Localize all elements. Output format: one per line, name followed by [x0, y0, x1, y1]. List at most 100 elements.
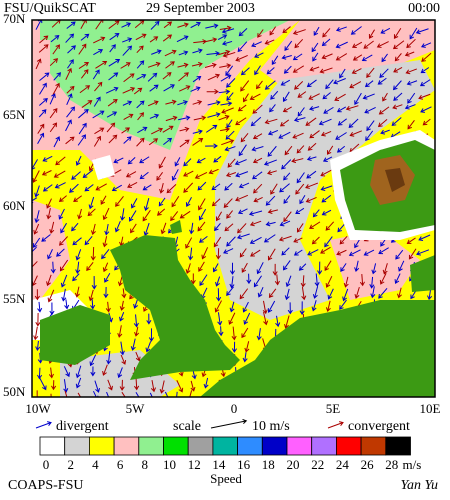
wind-arrow: [64, 299, 70, 310]
wind-arrow: [53, 136, 61, 148]
wind-arrow: [218, 89, 231, 95]
wind-arrow: [215, 276, 221, 287]
wind-arrow: [396, 287, 402, 299]
lon-label: 0: [231, 401, 238, 416]
wind-arrow: [171, 169, 179, 181]
wind-arrow: [368, 29, 375, 39]
wind-arrow: [183, 158, 192, 167]
great-britain: [110, 235, 240, 380]
wind-arrow: [32, 261, 38, 270]
wind-arrow: [266, 67, 275, 75]
wind-arrow: [185, 237, 193, 249]
wind-arrow: [90, 366, 96, 377]
wind-arrow: [151, 49, 162, 55]
wind-arrow: [317, 261, 323, 275]
wind-arrow: [125, 171, 137, 178]
wind-arrow: [416, 249, 430, 256]
wind-arrow: [393, 67, 403, 73]
wind-arrow: [251, 146, 264, 152]
wind-arrow: [291, 158, 304, 164]
wind-arrow: [241, 262, 248, 273]
wind-arrow: [223, 198, 233, 208]
wind-arrow: [294, 38, 304, 49]
colorbar-box: [286, 436, 313, 456]
wind-arrow: [156, 171, 164, 181]
wind-arrow: [342, 288, 349, 302]
wind-arrow: [339, 299, 347, 310]
wind-arrow: [270, 183, 278, 195]
wind-arrow: [226, 119, 233, 129]
wind-arrow: [409, 27, 418, 40]
wind-arrow: [343, 276, 349, 288]
wind-arrow: [198, 198, 206, 211]
wind-arrow: [207, 112, 221, 118]
wind-arrow: [297, 107, 305, 117]
wind-arrow: [192, 48, 203, 54]
wind-arrow: [256, 80, 263, 90]
wind-arrow: [38, 109, 47, 118]
wind-arrow: [337, 118, 347, 126]
wind-arrow: [53, 170, 66, 178]
wind-arrow: [264, 80, 276, 90]
wind-arrow: [108, 134, 118, 144]
wind-arrow: [129, 210, 137, 222]
wind-arrow: [298, 263, 307, 271]
wind-arrow: [320, 185, 333, 192]
wind-arrow: [264, 39, 275, 45]
wind-arrow: [382, 92, 388, 102]
wind-arrow: [293, 249, 303, 256]
wind-arrow: [309, 105, 320, 111]
wind-arrow: [201, 247, 209, 260]
wind-arrow: [92, 110, 105, 119]
wind-arrow: [236, 233, 250, 240]
wind-arrow: [103, 287, 109, 299]
wind-arrow: [228, 312, 236, 325]
wind-arrow: [311, 42, 319, 53]
wind-arrow: [159, 183, 165, 194]
wind-arrow: [319, 67, 333, 74]
wind-arrow: [237, 41, 248, 53]
lon-label: 5W: [126, 401, 146, 416]
wind-arrow: [235, 171, 249, 178]
wind-arrow: [284, 288, 290, 301]
wind-arrow: [382, 263, 388, 275]
wind-arrow: [121, 127, 131, 134]
wind-arrow: [243, 93, 249, 103]
wind-arrow: [324, 260, 332, 272]
wind-arrow: [217, 34, 228, 40]
wind-arrow: [133, 87, 143, 95]
wind-arrow: [281, 54, 292, 60]
wind-arrow: [239, 248, 247, 258]
wind-arrow: [66, 85, 75, 94]
wind-arrow: [35, 421, 52, 429]
wind-arrow: [221, 139, 235, 146]
pink-region: [32, 200, 70, 300]
wind-arrow: [95, 60, 108, 69]
wind-arrow: [146, 313, 152, 325]
wind-arrow: [249, 220, 262, 227]
wind-arrow: [143, 197, 150, 212]
wind-arrow: [323, 106, 334, 114]
wind-arrow: [148, 138, 159, 146]
wind-arrow: [251, 41, 262, 48]
wind-arrow: [381, 53, 388, 63]
wind-arrow: [176, 380, 184, 393]
wind-arrow: [334, 93, 346, 101]
wind-arrow: [318, 118, 332, 126]
wind-arrow: [54, 182, 66, 189]
wind-arrow: [407, 119, 415, 130]
wind-arrow: [324, 236, 333, 248]
wind-arrow: [213, 155, 222, 163]
wind-arrow: [352, 54, 363, 61]
wind-arrow: [394, 273, 401, 284]
wind-arrow: [301, 286, 307, 301]
wind-arrow: [220, 74, 232, 82]
colorbar-box: [385, 436, 411, 456]
wind-arrow: [147, 72, 158, 82]
wind-arrow: [351, 68, 362, 74]
lat-label: 50N: [3, 384, 26, 399]
wind-arrow: [226, 78, 236, 88]
wind-arrow: [294, 80, 304, 90]
wind-arrow: [48, 367, 54, 379]
wind-arrow: [136, 137, 145, 147]
